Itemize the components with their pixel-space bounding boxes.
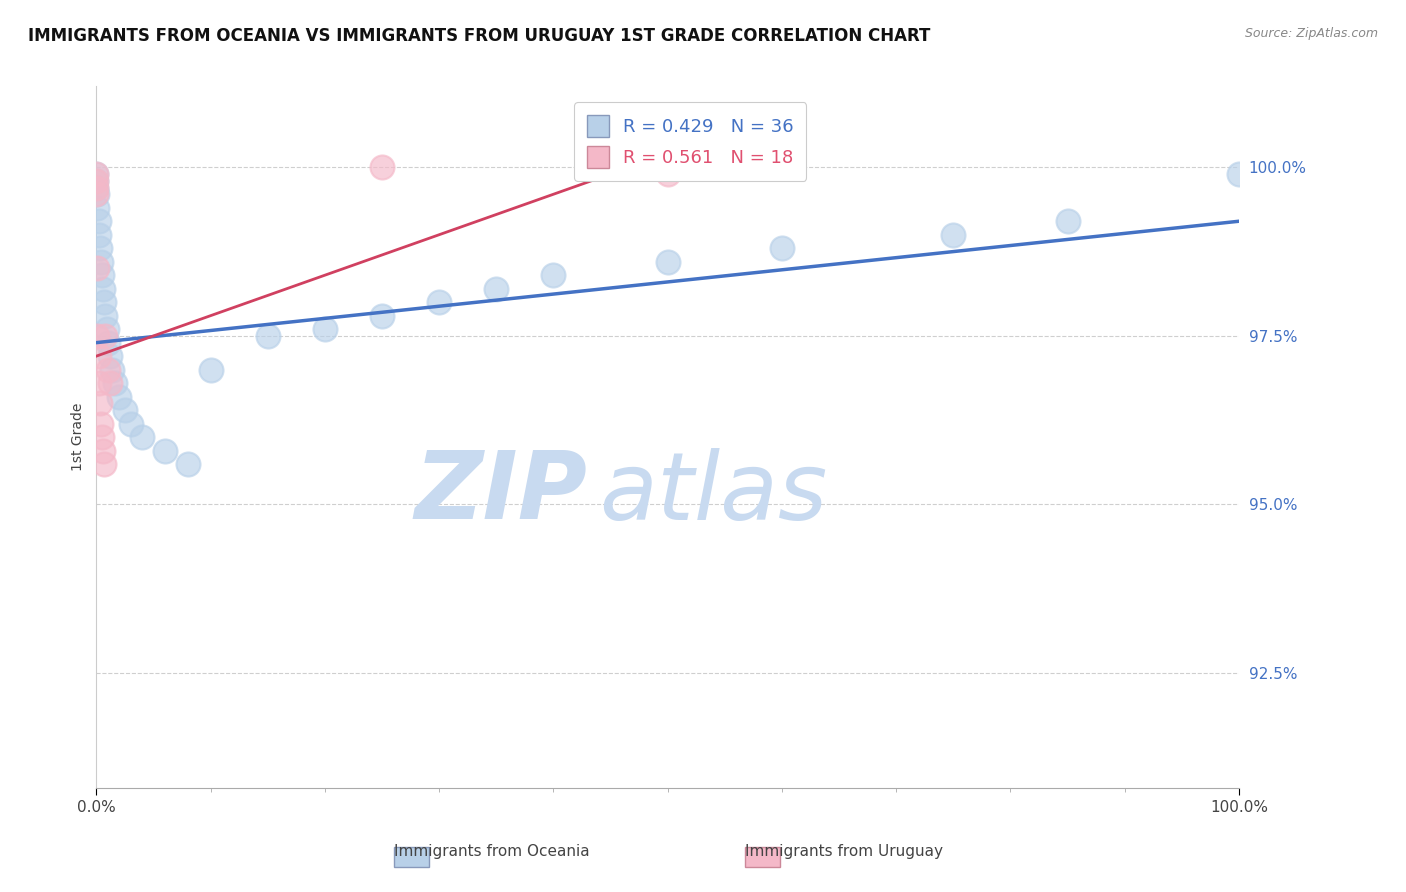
Y-axis label: 1st Grade: 1st Grade <box>72 403 86 471</box>
Point <box>256 329 278 343</box>
Point <box>86 201 108 215</box>
Point <box>89 241 111 255</box>
Point <box>485 282 508 296</box>
Point <box>91 268 114 283</box>
Point <box>86 174 108 188</box>
Point <box>89 396 111 410</box>
Point <box>91 282 114 296</box>
Point <box>91 430 114 444</box>
Point <box>104 376 127 390</box>
Point <box>427 295 450 310</box>
Point <box>87 376 110 390</box>
Point <box>86 174 108 188</box>
Point <box>96 322 118 336</box>
Point <box>86 329 108 343</box>
Point <box>90 417 112 431</box>
Point <box>94 329 117 343</box>
Text: Source: ZipAtlas.com: Source: ZipAtlas.com <box>1244 27 1378 40</box>
Point <box>91 443 114 458</box>
Point <box>86 167 108 181</box>
Point <box>97 335 120 350</box>
Point <box>87 227 110 242</box>
Point <box>87 349 110 363</box>
Point <box>657 254 679 268</box>
Point <box>200 362 222 376</box>
Point <box>543 268 565 283</box>
Point <box>86 187 108 202</box>
Point <box>97 362 120 376</box>
Point <box>86 180 108 194</box>
Point <box>942 227 965 242</box>
Legend: R = 0.429   N = 36, R = 0.561   N = 18: R = 0.429 N = 36, R = 0.561 N = 18 <box>575 103 807 181</box>
Point <box>1056 214 1078 228</box>
Point <box>90 254 112 268</box>
Point <box>131 430 153 444</box>
Point <box>314 322 336 336</box>
Text: IMMIGRANTS FROM OCEANIA VS IMMIGRANTS FROM URUGUAY 1ST GRADE CORRELATION CHART: IMMIGRANTS FROM OCEANIA VS IMMIGRANTS FR… <box>28 27 931 45</box>
Point <box>86 180 108 194</box>
Point <box>177 457 200 471</box>
Text: Immigrants from Uruguay: Immigrants from Uruguay <box>745 845 942 859</box>
Text: atlas: atlas <box>599 448 827 539</box>
Point <box>770 241 793 255</box>
Point <box>657 167 679 181</box>
Point <box>101 362 124 376</box>
Point <box>87 214 110 228</box>
Point <box>114 403 136 417</box>
Point <box>108 390 131 404</box>
Point <box>86 167 108 181</box>
Point <box>371 309 394 323</box>
Point <box>1227 167 1250 181</box>
Point <box>98 376 121 390</box>
Point <box>93 295 115 310</box>
Point <box>98 349 121 363</box>
Point <box>153 443 176 458</box>
Point <box>120 417 142 431</box>
Point <box>93 457 115 471</box>
Point <box>371 161 394 175</box>
Text: Immigrants from Oceania: Immigrants from Oceania <box>394 845 591 859</box>
Point <box>86 187 108 202</box>
Point <box>86 261 108 276</box>
Point <box>94 309 117 323</box>
Text: ZIP: ZIP <box>415 447 588 539</box>
